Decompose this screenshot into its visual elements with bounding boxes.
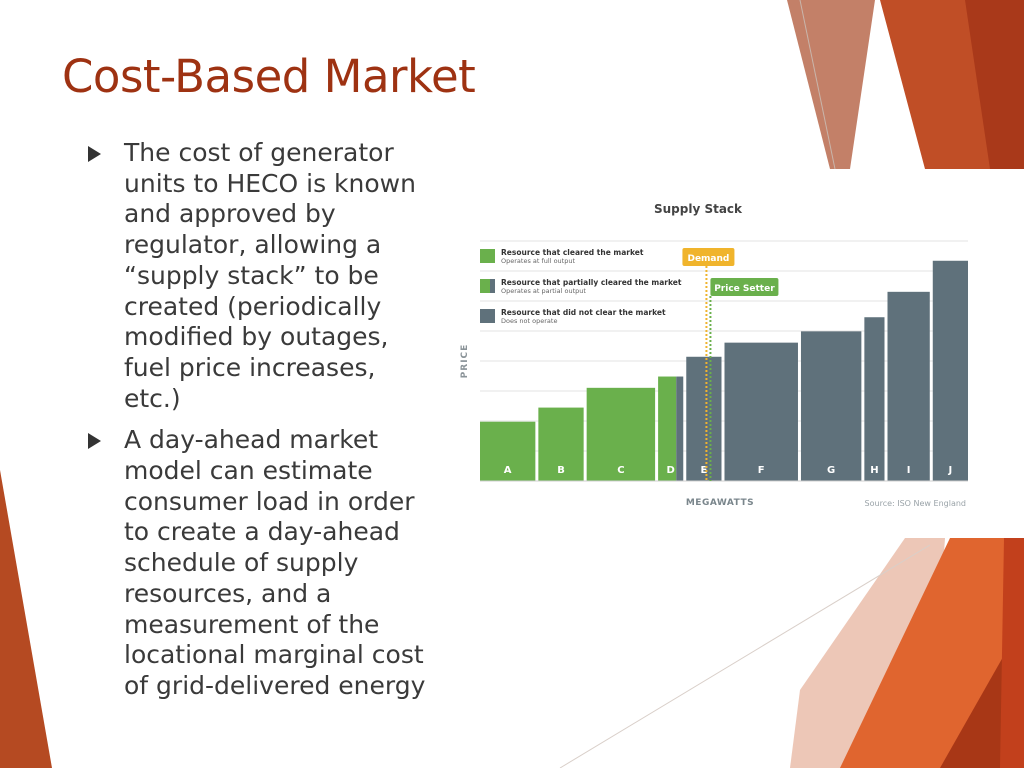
bar-c (586, 387, 656, 481)
bullet-list: The cost of generator units to HECO is k… (88, 138, 433, 713)
y-axis-label: PRICE (460, 344, 470, 379)
price-setter-badge-label: Price Setter (714, 284, 775, 294)
bar-label-i: I (907, 465, 911, 476)
bar-label-f: F (758, 465, 765, 476)
bar-e (686, 356, 722, 481)
chart-source: Source: ISO New England (865, 499, 966, 508)
legend-sublabel-cleared: Operates at full output (501, 257, 575, 265)
top-right-dark-wedge (965, 0, 1024, 169)
legend-swatch-partial-gray (490, 279, 495, 293)
bullet-text: The cost of generator units to HECO is k… (124, 138, 416, 413)
bottom-right-red-wedge (1000, 538, 1024, 768)
bar-a (480, 421, 536, 481)
thin-decorative-line (799, 0, 836, 170)
chart-title: Supply Stack (654, 202, 743, 216)
bullet-item: A day-ahead market model can estimate co… (88, 425, 433, 701)
bar-i (887, 291, 930, 481)
demand-badge (682, 248, 735, 266)
bar-label-a: A (504, 465, 512, 476)
bar-d-uncleared-part (676, 376, 684, 481)
slide-title: Cost-Based Market (62, 50, 476, 103)
bar-f (724, 342, 798, 481)
bar-g (800, 331, 862, 481)
demand-badge-label: Demand (687, 254, 729, 264)
legend-label-partial: Resource that partially cleared the mark… (501, 278, 682, 287)
legend-swatch-cleared (480, 249, 495, 263)
legend-label-cleared: Resource that cleared the market (501, 248, 644, 257)
triangle-bullet-icon (88, 433, 101, 450)
bar-label-j: J (948, 465, 953, 476)
x-axis-label: MEGAWATTS (686, 498, 754, 508)
bar-d-cleared-part (658, 376, 677, 481)
triangle-bullet-icon (88, 146, 101, 162)
legend-swatch-not-cleared (480, 309, 495, 323)
bar-label-h: H (870, 465, 878, 476)
bar-label-d: D (667, 465, 675, 476)
bar-label-g: G (827, 465, 835, 476)
left-edge-wedge (0, 470, 52, 768)
price-setter-badge (710, 278, 779, 296)
legend-label-not-cleared: Resource that did not clear the market (501, 308, 666, 317)
legend-swatch-partial-green (480, 279, 490, 293)
bar-j (932, 260, 968, 481)
supply-stack-chart-svg: Supply Stack PRICE A B C D E F G H I J MEGAWATTS Sour… (460, 202, 968, 508)
thin-decorative-line-bottom (559, 544, 931, 768)
bar-label-c: C (617, 465, 624, 476)
bar-b (538, 407, 584, 481)
supply-stack-chart: Supply Stack PRICE A B C D E F G H I J MEGAWATTS Sour… (448, 169, 1004, 538)
bar-h (864, 317, 885, 481)
bullet-item: The cost of generator units to HECO is k… (88, 138, 433, 414)
bullet-text: A day-ahead market model can estimate co… (124, 425, 426, 700)
bar-label-e: E (700, 465, 707, 476)
legend-sublabel-partial: Operates at partial output (501, 287, 586, 295)
bar-label-b: B (557, 465, 565, 476)
top-right-light-wedge (787, 0, 875, 169)
legend-sublabel-not-cleared: Does not operate (501, 317, 557, 325)
